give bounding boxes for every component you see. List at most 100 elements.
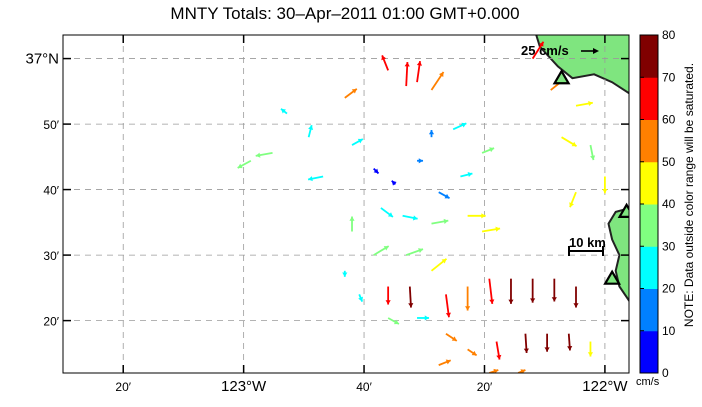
current-vector (530, 278, 536, 303)
latitude-label: 50′ (43, 118, 59, 132)
current-vector (575, 100, 593, 107)
colorbar-segment (640, 161, 658, 205)
current-vector (431, 218, 449, 225)
colorbar-segment (640, 330, 658, 374)
colorbar-segment (640, 288, 658, 332)
saturation-note: NOTE: Data outside color range will be s… (682, 62, 696, 328)
current-vector (523, 333, 529, 353)
reference-arrow-head (593, 48, 599, 54)
colorbar-unit: cm/s (636, 376, 660, 388)
colorbar-tick-label: 70 (662, 70, 676, 84)
station-marker (603, 269, 622, 285)
reference-arrow-label: 25 cm/s (521, 43, 569, 58)
current-vector (589, 144, 596, 161)
current-vector (380, 207, 394, 218)
current-vector (404, 62, 410, 87)
current-vector (438, 191, 450, 199)
current-vector (465, 286, 471, 311)
current-vector (417, 158, 424, 164)
scale-bar-label: 10 km (569, 235, 606, 250)
current-vector (630, 161, 637, 179)
current-vector (481, 147, 495, 154)
current-vector (587, 341, 594, 357)
current-vector (416, 61, 422, 83)
colorbar-segment (640, 246, 658, 289)
current-vector (342, 270, 348, 277)
scale-bar-group: 10 km (568, 235, 606, 256)
colorbar-segment (640, 35, 658, 78)
current-vector (495, 341, 502, 360)
latitude-label: 20′ (43, 315, 59, 329)
station-marker (552, 69, 571, 85)
station-marker (617, 202, 629, 218)
current-vector (391, 180, 397, 186)
map-title: MNTY Totals: 30–Apr–2011 01:00 GMT+0.000 (170, 4, 520, 23)
current-vector (387, 317, 400, 325)
current-vector (237, 159, 252, 169)
current-vector (508, 278, 514, 304)
current-vector (373, 245, 390, 256)
current-vector (531, 41, 545, 60)
current-vector (349, 216, 355, 232)
map-area: 37°N 50′ 40′ 30′ 20′ 20′ 123°W 40′ 20′ 122°W (25, 34, 637, 395)
current-vector (344, 88, 358, 99)
current-vector (573, 286, 579, 308)
ocean-background (63, 35, 629, 373)
colorbar-tick-label: 80 (662, 28, 676, 42)
frame-ticks (63, 35, 629, 373)
longitude-label: 123°W (221, 378, 267, 395)
current-vector (488, 278, 495, 304)
latitude-label: 37°N (25, 51, 59, 68)
colorbar-tick-label: 20 (662, 282, 676, 296)
current-vector (408, 286, 414, 308)
current-vector (567, 333, 573, 351)
current-vector (430, 258, 448, 272)
current-vector (307, 124, 314, 138)
current-vector (445, 294, 451, 318)
current-vector (381, 55, 389, 71)
current-vector (428, 129, 435, 138)
longitude-label: 20′ (477, 380, 493, 394)
current-vector (417, 315, 430, 321)
colorbar-tick-label: 40 (662, 197, 676, 211)
colorbar-segment (640, 77, 658, 120)
map-frame (62, 34, 630, 374)
current-vector (351, 138, 364, 146)
current-vector (551, 278, 557, 302)
current-vector (438, 359, 452, 366)
current-vector (405, 248, 424, 256)
axis-labels: 37°N 50′ 40′ 30′ 20′ 20′ 123°W 40′ 20′ 122°W (25, 51, 628, 395)
current-vector (307, 175, 324, 182)
colorbar-tick-label: 30 (662, 239, 676, 253)
current-vector (402, 214, 418, 221)
colorbar-tick-label: 60 (662, 113, 676, 127)
current-vectors (237, 41, 637, 373)
graticule (63, 35, 629, 373)
colorbar-ticks: 0 10 20 30 40 50 60 70 80 (640, 28, 676, 380)
latitude-label: 40′ (43, 184, 59, 198)
reference-arrow-group: 25 cm/s (521, 43, 599, 58)
colorbar-segment (640, 204, 658, 247)
colorbar-segment (640, 119, 658, 163)
current-vector (255, 152, 273, 158)
colorbar-tick-label: 10 (662, 324, 676, 338)
latitude-label: 30′ (43, 249, 59, 263)
colorbar: 0 10 20 30 40 50 60 70 80 (639, 28, 676, 380)
colorbar-tick-label: 50 (662, 155, 676, 169)
current-vector (445, 332, 458, 342)
current-vector (430, 71, 445, 91)
current-vector (358, 294, 364, 302)
current-vector (452, 122, 467, 131)
longitude-label: 122°W (582, 378, 628, 395)
colorbar-segments (640, 35, 658, 374)
current-vector (373, 167, 380, 175)
colorbar-tick-label: 0 (662, 366, 669, 380)
radar-stations (552, 69, 629, 285)
current-vector (467, 348, 478, 357)
longitude-label: 20′ (115, 380, 131, 394)
current-vector (544, 333, 550, 352)
current-vector (280, 108, 288, 115)
current-vector (569, 191, 577, 208)
current-vector (460, 172, 473, 178)
